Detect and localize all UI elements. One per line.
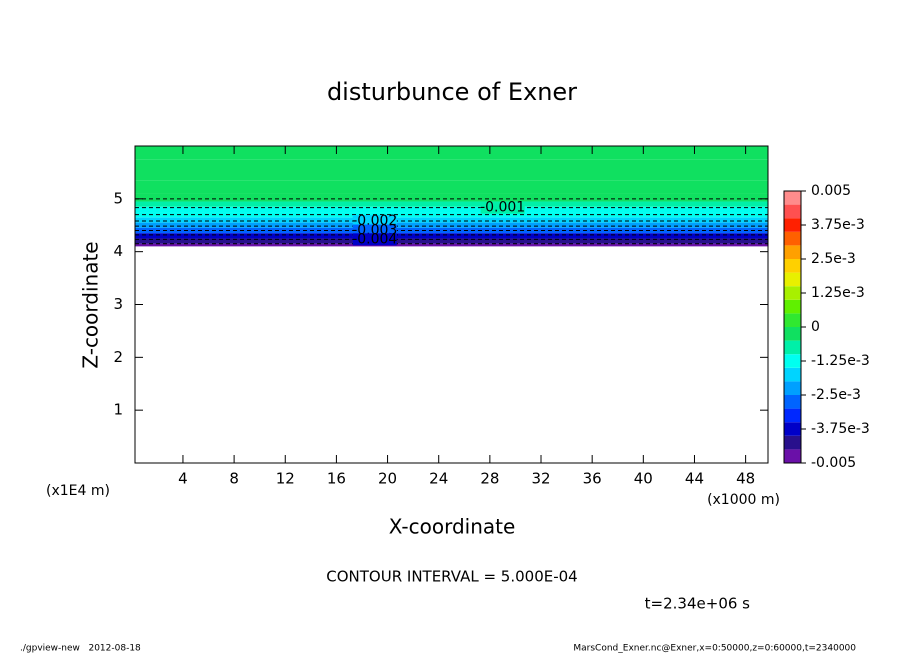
colorbar-band bbox=[784, 449, 801, 463]
x-unit: (x1000 m) bbox=[707, 492, 780, 508]
x-tick-label: 32 bbox=[531, 470, 550, 488]
y-tick-label: 4 bbox=[113, 242, 123, 260]
x-tick-label: 16 bbox=[327, 470, 346, 488]
colorbar-band bbox=[784, 245, 801, 259]
x-tick-label: 8 bbox=[229, 470, 239, 488]
contour-label-bg bbox=[352, 233, 397, 246]
time-label: t=2.34e+06 s bbox=[645, 595, 751, 613]
colorbar-band bbox=[784, 218, 801, 232]
colorbar-tick-label: 3.75e-3 bbox=[811, 217, 865, 233]
x-tick-label: 12 bbox=[276, 470, 295, 488]
colorbar-tick-label: -1.25e-3 bbox=[811, 353, 870, 369]
y-tick-label: 3 bbox=[113, 295, 123, 313]
x-tick-label: 44 bbox=[685, 470, 704, 488]
colorbar-band bbox=[784, 204, 801, 219]
y-tick-label: 1 bbox=[113, 401, 123, 419]
contour-interval: CONTOUR INTERVAL = 5.000E-04 bbox=[326, 568, 577, 586]
colorbar-band bbox=[784, 286, 801, 300]
contour-fill bbox=[135, 233, 768, 239]
colorbar-band bbox=[784, 327, 801, 341]
footer-left: ./gpview-new 2012-08-18 bbox=[20, 644, 141, 654]
contour-fill bbox=[135, 180, 768, 194]
contour-fill bbox=[135, 238, 768, 244]
colorbar-band bbox=[784, 408, 801, 423]
x-tick-label: 20 bbox=[378, 470, 397, 488]
colorbar-band bbox=[784, 381, 801, 395]
contour-fill bbox=[135, 206, 768, 213]
x-tick-label: 36 bbox=[583, 470, 602, 488]
colorbar-tick-label: -0.005 bbox=[811, 455, 856, 471]
x-tick-label: 40 bbox=[634, 470, 653, 488]
contour-label-bg bbox=[352, 215, 397, 228]
colorbar-band bbox=[784, 422, 801, 436]
contour-fill bbox=[135, 201, 768, 207]
chart-title: disturbunce of Exner bbox=[327, 78, 577, 106]
colorbar-band bbox=[784, 435, 801, 450]
x-axis-label: X-coordinate bbox=[389, 515, 516, 539]
contour-fill bbox=[135, 243, 768, 247]
colorbar-tick-label: 1.25e-3 bbox=[811, 285, 865, 301]
colorbar-tick-label: 0 bbox=[811, 319, 820, 335]
colorbar-tick-label: -3.75e-3 bbox=[811, 421, 870, 437]
contour-label: -0.004 bbox=[352, 231, 397, 247]
colorbar-band bbox=[784, 395, 801, 409]
contour-fill bbox=[135, 146, 768, 160]
x-tick-label: 48 bbox=[736, 470, 755, 488]
colorbar-band bbox=[784, 313, 801, 327]
x-tick-label: 4 bbox=[178, 470, 188, 488]
contour-label-bg bbox=[480, 201, 525, 214]
colorbar-band bbox=[784, 259, 801, 273]
contour-fill bbox=[135, 193, 768, 202]
contour-fill bbox=[135, 222, 768, 228]
contour-fill bbox=[135, 159, 768, 181]
x-tick-label: 24 bbox=[429, 470, 448, 488]
x-tick-label: 28 bbox=[480, 470, 499, 488]
y-unit: (x1E4 m) bbox=[46, 483, 110, 499]
colorbar-band bbox=[784, 354, 801, 368]
y-axis-label: Z-coordinate bbox=[79, 241, 103, 368]
colorbar-band bbox=[784, 231, 801, 246]
colorbar-band bbox=[784, 367, 801, 382]
colorbar-tick-label: -2.5e-3 bbox=[811, 387, 861, 403]
colorbar-band bbox=[784, 340, 801, 355]
y-tick-label: 2 bbox=[113, 348, 123, 366]
colorbar-band bbox=[784, 191, 801, 205]
colorbar-tick-label: 2.5e-3 bbox=[811, 251, 856, 267]
y-tick-label: 5 bbox=[113, 189, 123, 207]
contour-fill bbox=[135, 217, 768, 223]
colorbar-band bbox=[784, 299, 801, 314]
footer-right: MarsCond_Exner.nc@Exner,x=0:50000,z=0:60… bbox=[573, 644, 856, 654]
contour-label: -0.001 bbox=[480, 200, 525, 216]
colorbar-band bbox=[784, 272, 801, 287]
colorbar-tick-label: 0.005 bbox=[811, 183, 851, 199]
